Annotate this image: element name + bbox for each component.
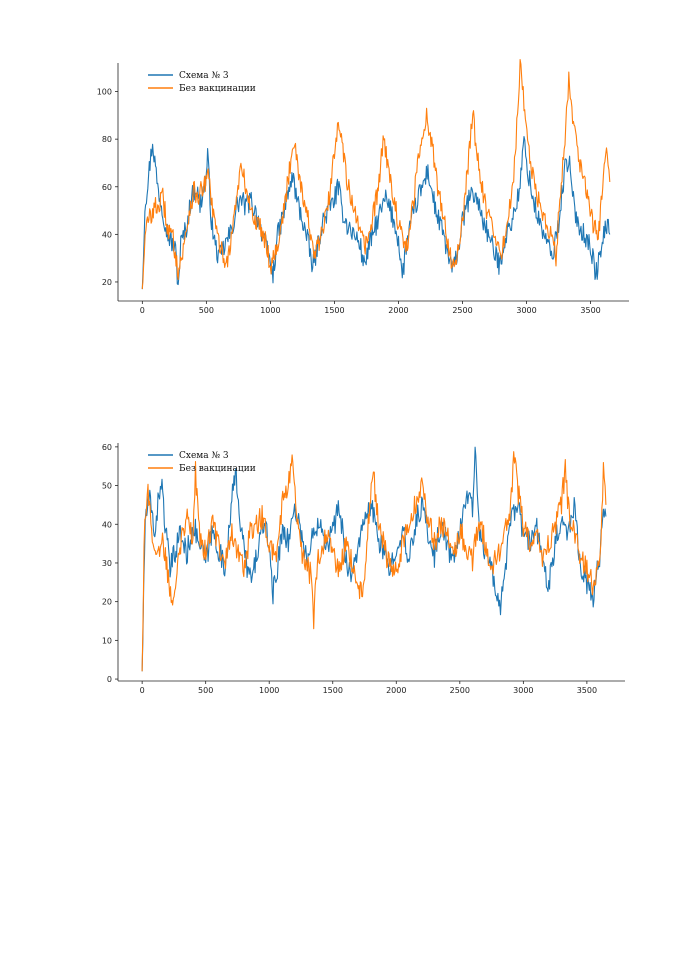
x-tick-label: 2500 [452,306,472,315]
x-tick-label: 500 [199,306,214,315]
x-tick-label: 0 [140,686,145,695]
y-tick-label: 0 [107,675,112,684]
y-tick-label: 100 [97,88,112,97]
y-tick-label: 50 [102,482,112,491]
x-tick-label: 3500 [580,306,600,315]
y-tick-label: 40 [102,230,112,239]
x-tick-label: 2000 [388,306,408,315]
series-line-no-vaccination [141,59,611,290]
x-tick-label: 3500 [577,686,597,695]
series-line-no-vaccination [141,451,607,672]
chart-top: 0 500 1000 1500 2000 2500 3000 3500 20 40 60 80 100 С… [0,55,678,320]
y-tick-label: 30 [102,559,112,568]
x-tick-label: 1000 [259,686,279,695]
x-tick-label: 1500 [324,306,344,315]
x-tick-label: 2500 [450,686,470,695]
legend-label: Схема № 3 [179,451,229,461]
legend-label: Без вакцинации [179,464,256,474]
y-tick-label: 60 [102,443,112,452]
y-tick-label: 20 [102,278,112,287]
legend-label: Схема № 3 [179,71,229,81]
x-tick-label: 500 [198,686,213,695]
x-tick-label: 1000 [260,306,280,315]
x-tick-label: 0 [140,306,145,315]
y-tick-label: 20 [102,598,112,607]
x-tick-label: 2000 [386,686,406,695]
y-tick-label: 40 [102,520,112,529]
y-tick-label: 80 [102,135,112,144]
x-tick-label: 3000 [516,306,536,315]
chart-bottom: 0 500 1000 1500 2000 2500 3000 3500 0 10 20 30 40 50 6… [0,435,678,700]
chart-bottom-svg: 0 500 1000 1500 2000 2500 3000 3500 0 10 20 30 40 50 6… [102,443,625,695]
x-tick-label: 3000 [513,686,533,695]
x-tick-label: 1500 [323,686,343,695]
y-tick-label: 10 [102,636,112,645]
chart-top-svg: 0 500 1000 1500 2000 2500 3000 3500 20 40 60 80 100 С… [97,59,629,315]
y-tick-label: 60 [102,183,112,192]
legend-label: Без вакцинации [179,84,256,94]
